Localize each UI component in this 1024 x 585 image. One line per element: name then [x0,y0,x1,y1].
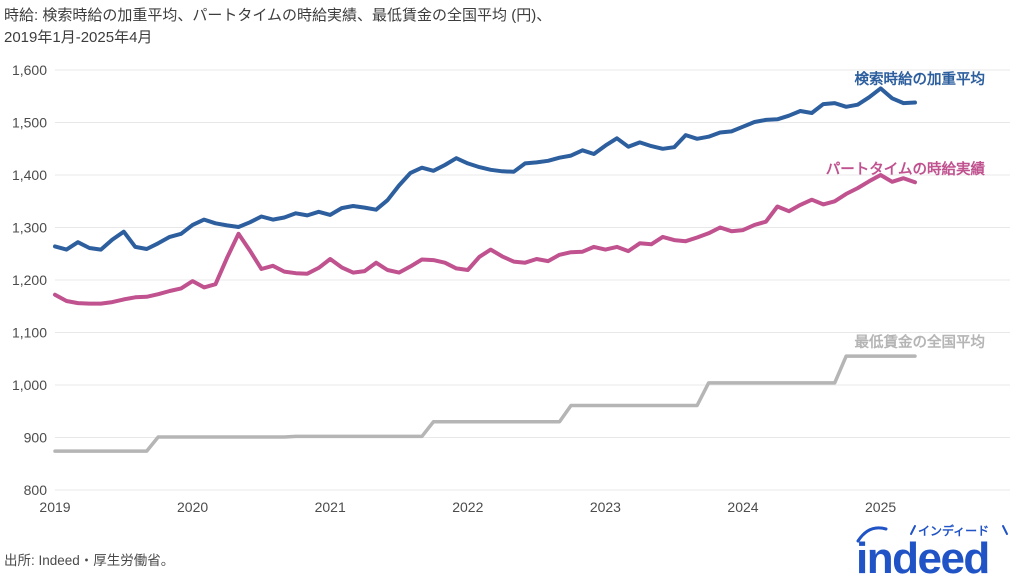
y-tick-label: 900 [24,430,48,446]
x-tick-label: 2021 [315,499,346,515]
source-note: 出所: Indeed・厚生労働省。 [4,553,175,568]
x-tick-label: 2022 [452,499,483,515]
y-tick-label: 800 [24,482,48,498]
chart-title: 時給: 検索時給の加重平均、パートタイムの時給実績、最低賃金の全国平均 (円)、… [4,5,551,49]
series-label-1: パートタイムの時給実績 [826,160,986,178]
logo-arc-icon [856,526,888,543]
x-tick-label: 2023 [590,499,621,515]
chart-title-line2: 2019年1月-2025年4月 [4,28,153,46]
logo-katakana: インディード [918,523,989,538]
series-label-0: 検索時給の加重平均 [855,70,986,88]
indeed-logo: インディード indeed [856,523,1008,581]
logo-wordmark: indeed [856,534,989,581]
y-tick-label: 1,100 [12,325,47,341]
y-tick-label: 1,200 [12,272,47,288]
logo-tick-right-icon [1002,525,1008,535]
y-tick-label: 1,300 [12,220,47,236]
chart-title-line1: 時給: 検索時給の加重平均、パートタイムの時給実績、最低賃金の全国平均 (円)、 [4,7,552,24]
series-line-2 [53,354,917,453]
y-tick-label: 1,500 [12,115,47,131]
series-line-0 [53,86,917,252]
logo-tick-left-icon [910,525,916,535]
x-tick-label: 2020 [177,499,208,515]
x-tick-label: 2025 [865,499,896,515]
y-tick-label: 1,600 [12,62,47,78]
x-tick-label: 2024 [727,499,758,515]
x-tick-label: 2019 [39,499,70,515]
series-line-1 [53,173,917,306]
series-label-2: 最低賃金の全国平均 [855,333,986,351]
y-tick-label: 1,400 [12,167,47,183]
y-tick-label: 1,000 [12,377,47,393]
